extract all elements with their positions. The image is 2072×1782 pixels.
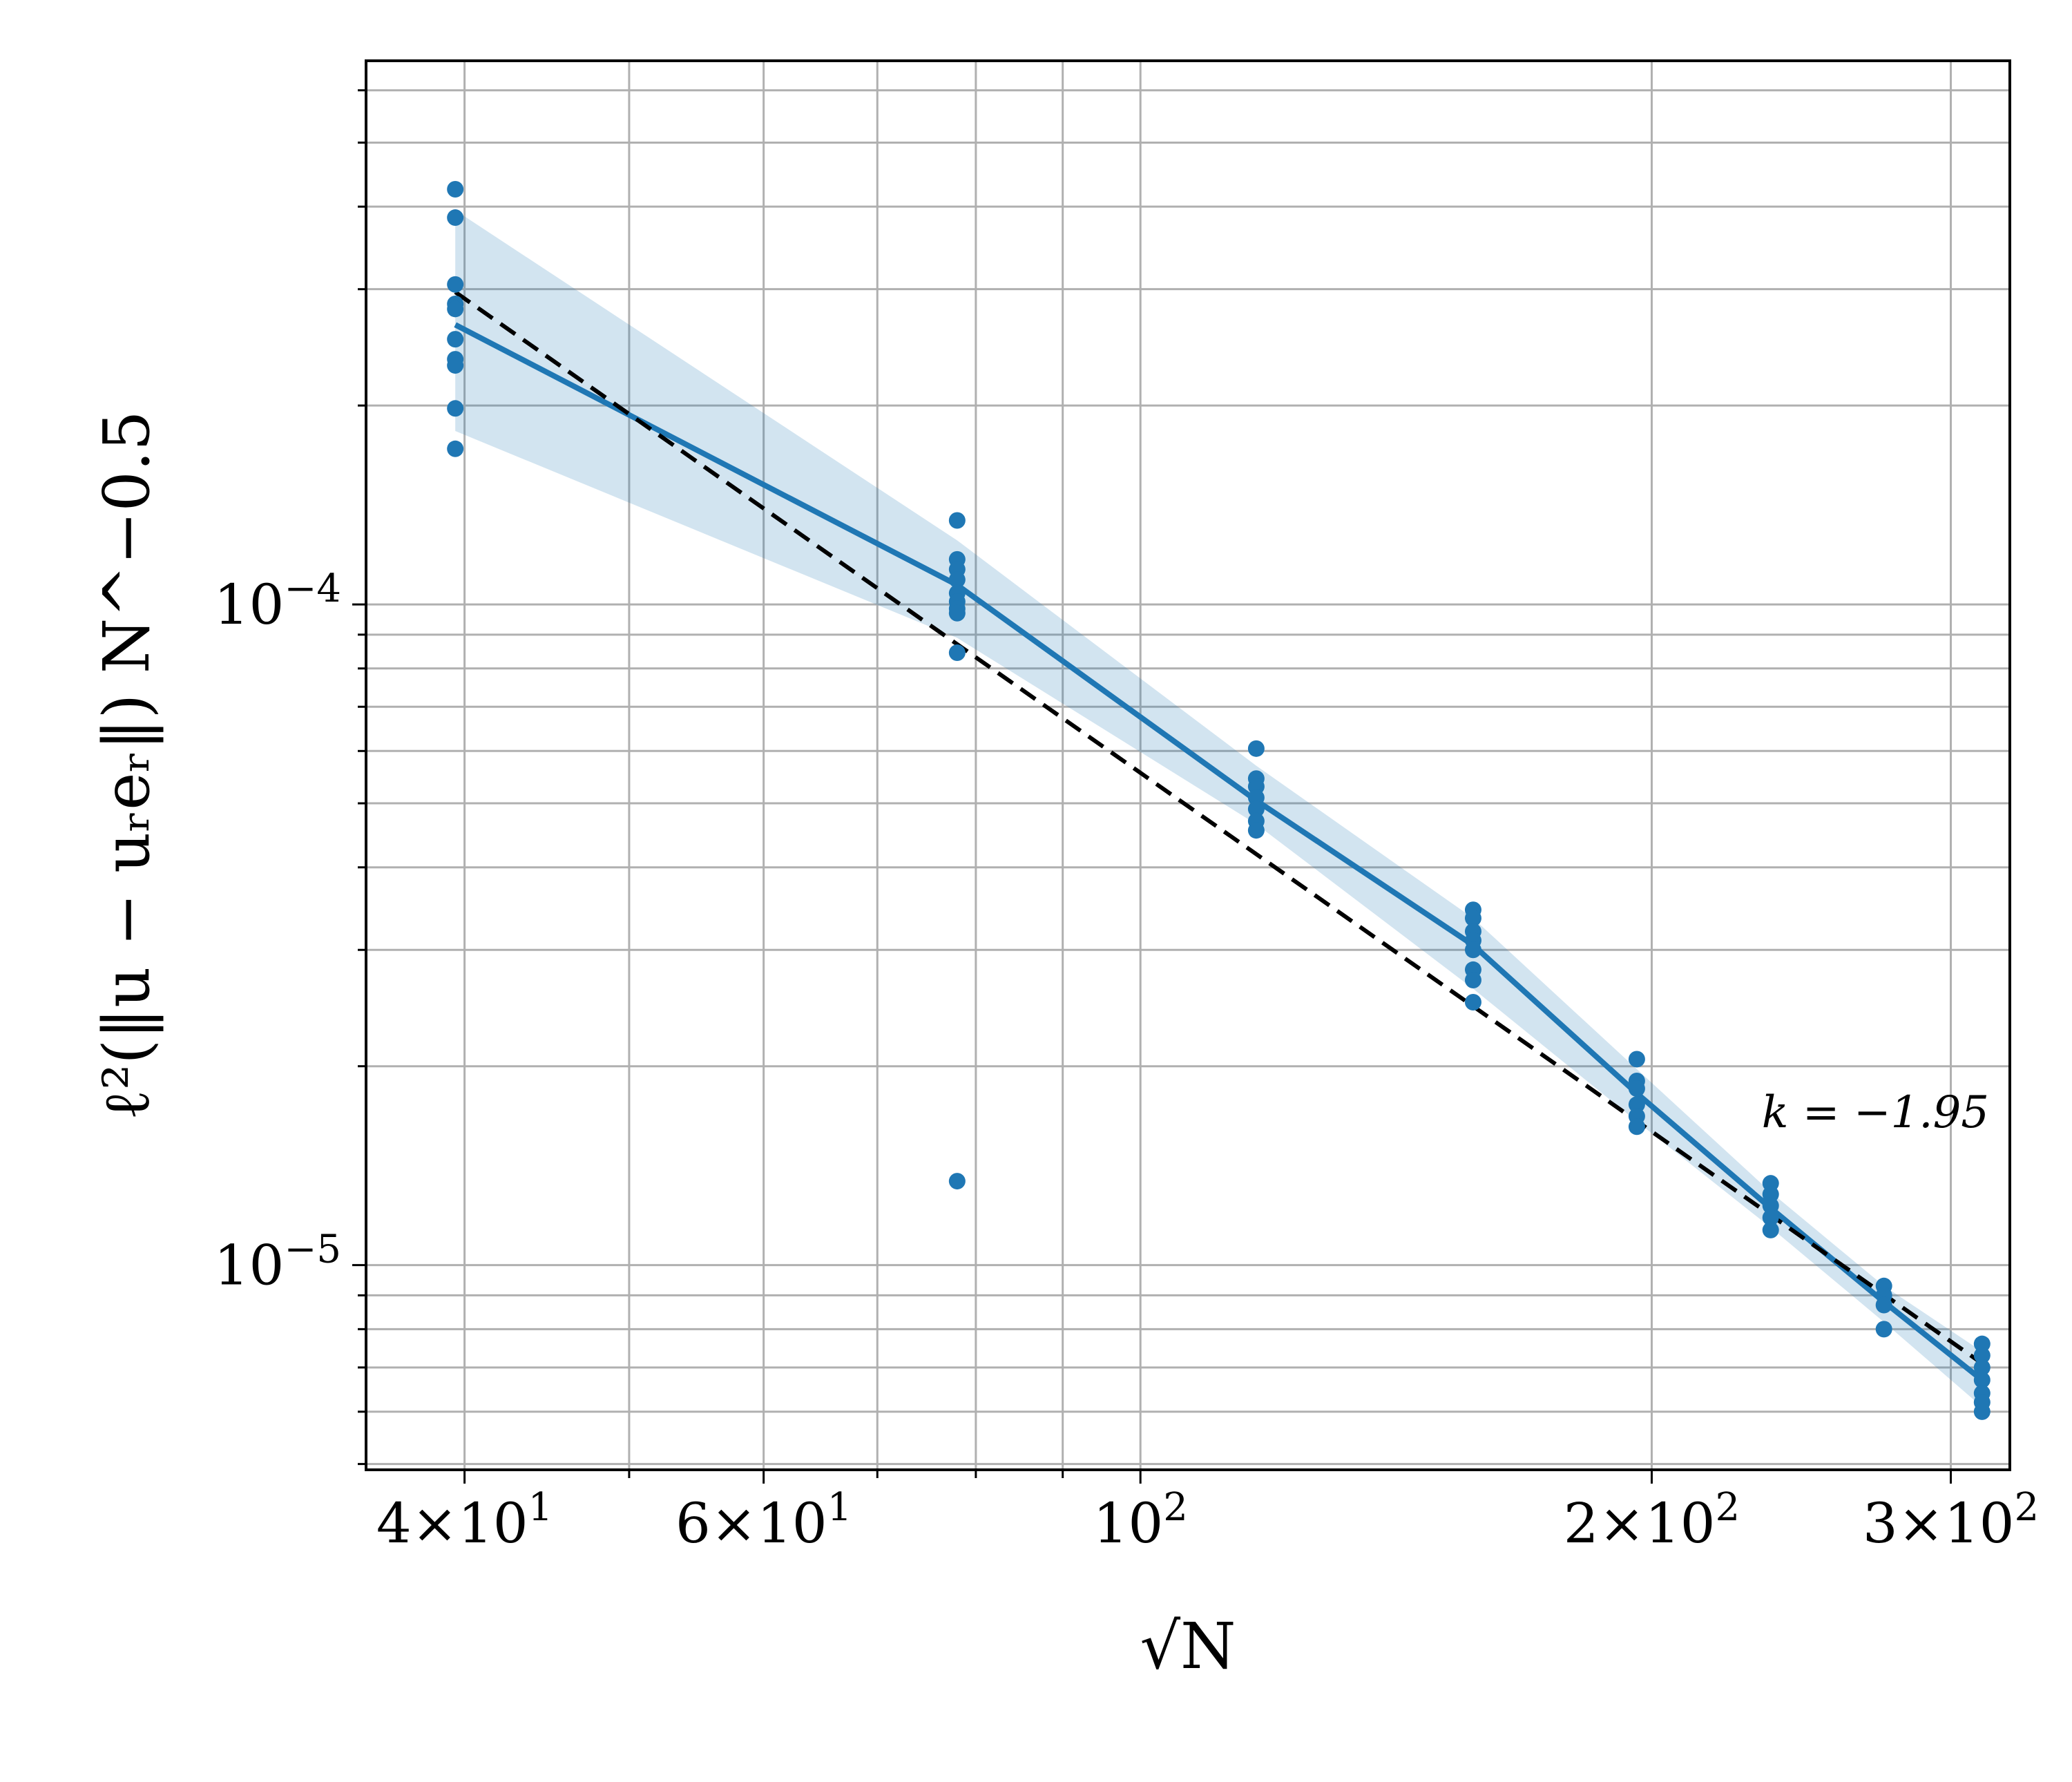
data-point [447, 300, 464, 318]
mean-line-layer [454, 322, 1984, 1383]
data-point [1973, 1347, 1991, 1364]
data-point [948, 571, 966, 588]
data-point [948, 1173, 966, 1190]
y-axis-label: ℓ²(‖u − uᵣeᵣ‖) N^−0.5 [90, 410, 164, 1120]
tick-labels: 4×101 6×101 102 2×102 3×102 10−4 10−5 [214, 566, 2040, 1555]
data-point [1628, 1096, 1645, 1113]
data-point [1762, 1209, 1779, 1226]
data-point [1247, 740, 1265, 757]
scatter-points-layer [447, 180, 1991, 1420]
data-point [1464, 910, 1481, 927]
data-point [1247, 822, 1265, 839]
data-point [1875, 1296, 1892, 1314]
data-point [1464, 972, 1481, 989]
data-point [1762, 1221, 1779, 1238]
data-point [447, 440, 464, 457]
data-point [447, 400, 464, 417]
data-point [447, 357, 464, 374]
data-point [447, 331, 464, 348]
data-point [1973, 1372, 1991, 1389]
mean-line [454, 322, 1984, 1383]
data-point [447, 209, 464, 227]
y-tick-label: 10−4 [214, 566, 341, 637]
data-point [1247, 801, 1265, 818]
data-point [1628, 1080, 1645, 1098]
data-point [948, 644, 966, 662]
data-point [1973, 1403, 1991, 1420]
x-tick-label: 102 [1093, 1485, 1187, 1555]
data-point [447, 180, 464, 198]
x-tick-label: 2×102 [1564, 1485, 1740, 1555]
y-tick-label: 10−5 [214, 1227, 341, 1298]
confidence-band [455, 210, 1982, 1407]
data-point [1762, 1186, 1779, 1203]
data-point [1875, 1321, 1892, 1338]
data-point [1628, 1118, 1645, 1136]
plot-frame [365, 59, 2011, 1471]
data-point [948, 512, 966, 529]
data-point [1973, 1335, 1991, 1352]
axis-ticks [352, 89, 1953, 1484]
data-point [1762, 1197, 1779, 1214]
x-tick-label: 6×101 [675, 1485, 852, 1555]
data-point [1464, 993, 1481, 1010]
data-point [447, 276, 464, 293]
grid-lines [366, 61, 2010, 1470]
confidence-band-layer [455, 210, 1982, 1407]
data-point [1464, 941, 1481, 959]
fit-line [454, 290, 1984, 1366]
data-point [1628, 1051, 1645, 1068]
data-point [1247, 789, 1265, 806]
fit-line-layer [454, 290, 1984, 1366]
data-point [1973, 1359, 1991, 1376]
x-axis-label: √N [1140, 1609, 1236, 1683]
x-tick-label: 3×102 [1863, 1485, 2039, 1555]
data-point [948, 604, 966, 622]
x-tick-label: 4×101 [376, 1485, 553, 1555]
slope-annotation: k = −1.95 [1762, 1087, 1989, 1138]
